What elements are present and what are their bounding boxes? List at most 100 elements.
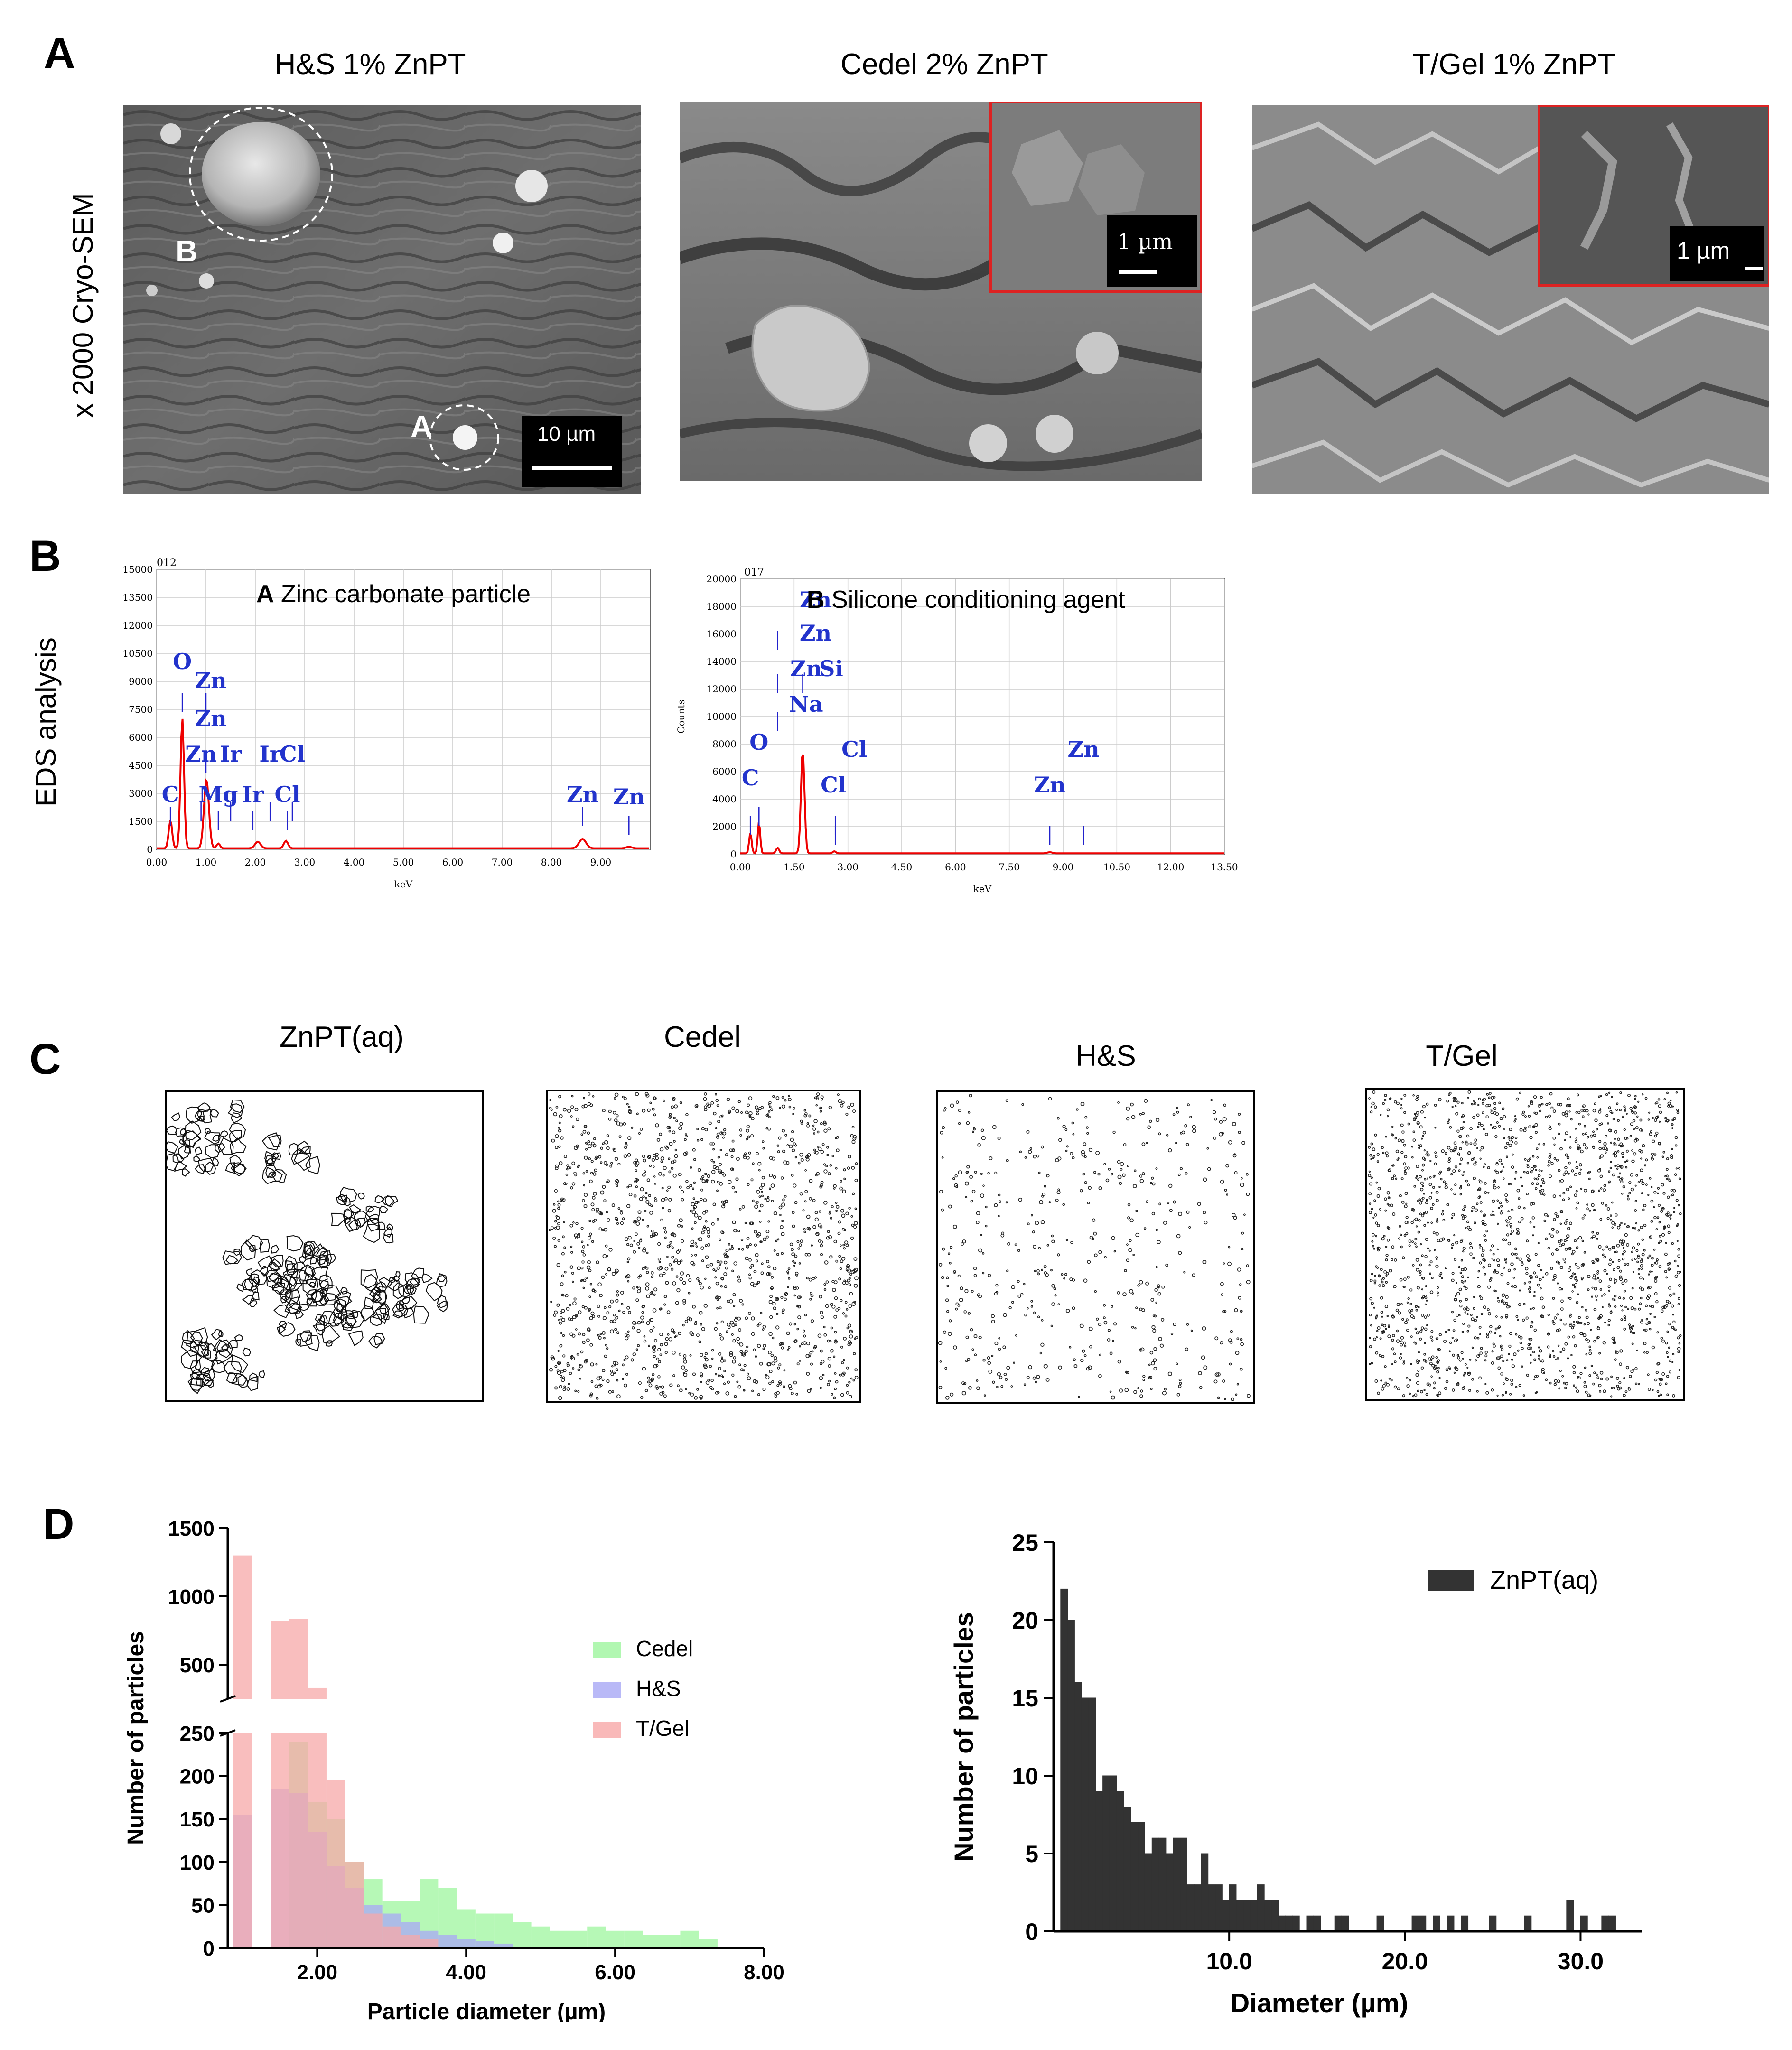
particle-outline (853, 1221, 858, 1225)
particle-outline (779, 1106, 781, 1109)
particle-outline (1575, 1279, 1578, 1282)
particle-outline (615, 1268, 619, 1273)
particle-outline (1411, 1240, 1414, 1243)
particle-outline (593, 1137, 596, 1140)
particle-outline (699, 1353, 703, 1357)
particle-outline (635, 1185, 638, 1188)
particle-outline (663, 1226, 666, 1230)
particle-outline (1677, 1297, 1680, 1300)
particle-outline (1672, 1353, 1675, 1356)
aggregate-outline (242, 1347, 252, 1357)
particle-outline (588, 1309, 590, 1312)
particle-outline (1421, 1288, 1423, 1291)
particle-outline (827, 1357, 831, 1361)
particle-outline (747, 1376, 751, 1380)
particle-outline (1422, 1135, 1425, 1137)
particle-outline (736, 1337, 740, 1341)
particle-outline (1515, 1097, 1519, 1101)
particle-outline (1463, 1285, 1465, 1287)
particle-outline (582, 1286, 585, 1289)
particle-outline (1405, 1232, 1409, 1235)
particle-outline (831, 1393, 833, 1396)
particle-outline (568, 1317, 571, 1321)
aggregate-outline (271, 1169, 287, 1183)
particle-outline (940, 1131, 943, 1135)
particle-outline (1592, 1382, 1595, 1386)
particle-outline (1634, 1367, 1638, 1370)
eds-spectrum-line (157, 718, 649, 849)
particle-outline (700, 1177, 703, 1181)
particle-outline (1608, 1289, 1611, 1292)
particle-outline (1409, 1302, 1412, 1305)
particle-outline (1438, 1348, 1441, 1351)
particle-outline (625, 1143, 628, 1146)
particle-outline (1485, 1391, 1489, 1395)
particle-outline (1137, 1284, 1140, 1287)
particle-outline (976, 1379, 979, 1382)
particle-outline (1423, 1178, 1427, 1181)
particle-outline (774, 1359, 778, 1363)
particle-outline (679, 1277, 683, 1281)
eds-element-label: Cl (821, 772, 846, 798)
particle-outline (1381, 1315, 1383, 1318)
particle-outline (1450, 1173, 1453, 1176)
aggregate-outline (402, 1297, 410, 1304)
particle-outline (1035, 1380, 1037, 1384)
particle-outline (633, 1250, 636, 1254)
particle-outline (1648, 1273, 1650, 1276)
particle-outline (1461, 1102, 1464, 1105)
particle-outline (1621, 1281, 1625, 1285)
legend-swatch (1428, 1570, 1474, 1591)
particle-outline (1210, 1099, 1213, 1101)
particle-outline (1109, 1351, 1113, 1355)
particle-outline (723, 1382, 726, 1385)
particle-outline (635, 1178, 639, 1182)
particle-outline (1415, 1225, 1418, 1228)
particle-outline (767, 1128, 771, 1131)
particle-outline (1127, 1216, 1130, 1220)
particle-outline (1663, 1098, 1666, 1100)
particle-outline (601, 1229, 604, 1231)
particle-outline (737, 1278, 741, 1283)
particle-outline (846, 1391, 849, 1395)
particle-outline (1410, 1314, 1414, 1318)
particle-outline (841, 1257, 846, 1261)
particle-outline (1083, 1142, 1087, 1146)
particle-outline (653, 1355, 656, 1358)
particle-outline (626, 1204, 631, 1208)
particle-outline (1627, 1093, 1631, 1097)
particle-outline (1572, 1365, 1576, 1369)
particle-outline (1582, 1105, 1585, 1108)
aggregate-outline (322, 1325, 340, 1344)
particle-outline (1417, 1178, 1419, 1181)
particle-outline (625, 1275, 629, 1279)
particle-outline (763, 1344, 766, 1348)
particle-outline (1550, 1162, 1554, 1165)
particle-outline (819, 1183, 823, 1187)
particle-outline (1386, 1239, 1390, 1242)
particle-outline (807, 1388, 811, 1393)
y-tick-label: 10 (1012, 1763, 1038, 1789)
particle-outline (1574, 1344, 1577, 1348)
particle-outline (606, 1134, 609, 1137)
particle-outline (1006, 1366, 1010, 1370)
particle-outline (1552, 1109, 1556, 1113)
particle-outline (703, 1097, 707, 1101)
particle-outline (757, 1393, 760, 1396)
particle-outline (733, 1229, 737, 1233)
particle-outline (627, 1153, 631, 1157)
particle-outline (727, 1180, 732, 1184)
particle-outline (1088, 1186, 1092, 1190)
histogram-bar-znpt (1236, 1900, 1244, 1932)
particle-outline (1607, 1122, 1609, 1125)
aggregate-outline (204, 1131, 221, 1145)
particle-outline (597, 1282, 602, 1287)
aggregate-outline (395, 1271, 401, 1277)
particle-outline (616, 1222, 619, 1225)
particle-outline (1438, 1274, 1442, 1277)
particle-outline (1032, 1376, 1036, 1380)
particle-outline (594, 1384, 598, 1388)
particle-outline (838, 1277, 841, 1281)
particle-outline (1453, 1192, 1456, 1195)
particle-outline (1502, 1238, 1505, 1241)
